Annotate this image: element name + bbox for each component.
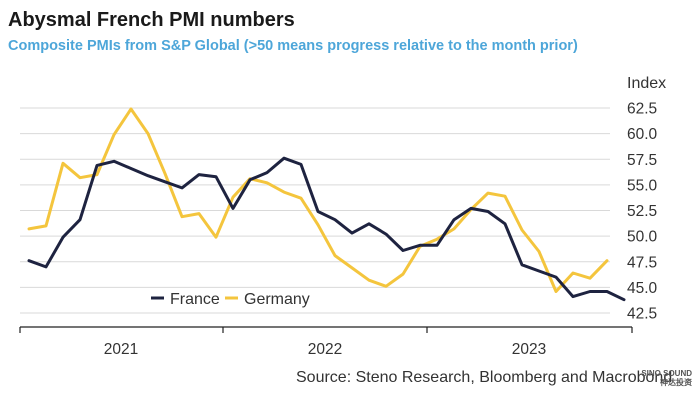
x-axis: 2021 2022 2023: [19, 326, 633, 358]
watermark-line1: SINO SOUND: [641, 369, 692, 378]
y-tick-label: 62.5: [627, 101, 657, 118]
y-tick-label: 60.0: [627, 126, 658, 143]
series-line-germany: [27, 107, 609, 293]
legend: France Germany: [151, 291, 310, 308]
y-tick-label: 55.0: [627, 177, 658, 194]
y-tick-label: 50.0: [627, 229, 658, 246]
y-tick-label: 42.5: [627, 306, 657, 323]
x-tick-label: 2023: [512, 341, 546, 358]
y-tick-label: 52.5: [627, 203, 657, 220]
legend-label-france: France: [170, 291, 220, 308]
y-tick-label: 45.0: [627, 280, 658, 297]
series-lines: [27, 107, 626, 302]
y-tick-label: 47.5: [627, 254, 657, 271]
chart-subtitle: Composite PMIs from S&P Global (>50 mean…: [8, 38, 578, 54]
x-tick-label: 2021: [104, 341, 138, 358]
y-tick-label: 57.5: [627, 152, 657, 169]
source-note: Source: Steno Research, Bloomberg and Ma…: [296, 369, 673, 386]
legend-label-germany: Germany: [244, 291, 310, 308]
series-line-france: [27, 156, 626, 302]
x-tick-label: 2022: [308, 341, 342, 358]
chart-title: Abysmal French PMI numbers: [8, 9, 295, 31]
gridlines: [20, 107, 610, 314]
watermark-line2: 神达投资: [660, 378, 692, 387]
y-axis-label: Index: [627, 75, 666, 92]
y-axis-ticks: 62.5 60.0 57.5 55.0 52.5 50.0 47.5 45.0 42.5: [627, 101, 658, 323]
watermark-logo: SINO SOUND 神达投资: [641, 369, 692, 387]
